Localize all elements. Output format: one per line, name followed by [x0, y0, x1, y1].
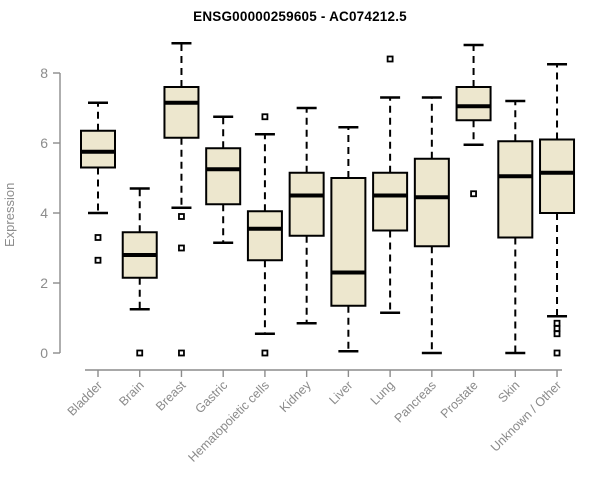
outlier-marker [94, 256, 102, 264]
y-tick-label: 2 [40, 275, 48, 291]
box-group-kidney [288, 106, 325, 325]
outlier-marker [553, 319, 561, 327]
x-category-label: Liver [326, 378, 355, 407]
box-rect [497, 140, 534, 239]
outlier-marker [94, 234, 102, 241]
box-group-liver [330, 126, 367, 353]
box-group-lung [372, 55, 409, 314]
box-group-unknown-other [539, 63, 576, 357]
box-rect [288, 171, 325, 237]
x-category-label: Gastric [192, 378, 230, 416]
outlier-marker [261, 349, 269, 357]
outlier-marker [553, 325, 561, 332]
x-category-label: Breast [153, 378, 189, 414]
box-group-pancreas [413, 96, 450, 355]
x-category-label: Prostate [438, 378, 481, 421]
x-category-label: Bladder [65, 378, 105, 418]
box-rect [80, 129, 116, 169]
box-rect [246, 210, 283, 262]
y-tick-label: 8 [40, 65, 48, 81]
outlier-marker [136, 349, 144, 357]
box-group-hematopoietic-cells [246, 113, 283, 357]
box-group-breast [163, 42, 200, 357]
box-rect [413, 157, 450, 248]
outlier-marker [178, 349, 185, 357]
x-category-label: Pancreas [392, 378, 439, 425]
outlier-marker [553, 330, 561, 338]
box-group-prostate [455, 43, 492, 198]
box-group-bladder [80, 101, 116, 264]
box-rect [539, 138, 576, 214]
x-category-label: Hematopoietic cells [185, 378, 272, 465]
y-tick-label: 4 [40, 205, 48, 221]
box-group-brain [121, 187, 158, 357]
x-category-label: Skin [495, 378, 522, 405]
box-group-gastric [205, 115, 242, 244]
box-rect [163, 86, 200, 139]
chart-title: ENSG00000259605 - AC074212.5 [193, 9, 407, 24]
x-category-label: Lung [368, 378, 398, 408]
x-category-label: Unknown / Other [488, 378, 564, 454]
outlier-marker [470, 190, 477, 198]
box-rect [205, 147, 242, 206]
box-rect [330, 177, 367, 307]
outlier-marker [261, 113, 269, 121]
x-category-label: Brain [116, 378, 147, 409]
box-rect [372, 171, 409, 232]
box-group-skin [497, 99, 534, 355]
outlier-marker [553, 349, 561, 357]
outlier-marker [178, 244, 185, 252]
y-tick-label: 6 [40, 135, 48, 151]
y-tick-label: 0 [40, 345, 48, 361]
box-rect [455, 86, 492, 122]
outlier-marker [386, 55, 394, 63]
outlier-marker [178, 213, 185, 220]
x-category-label: Kidney [277, 378, 314, 415]
